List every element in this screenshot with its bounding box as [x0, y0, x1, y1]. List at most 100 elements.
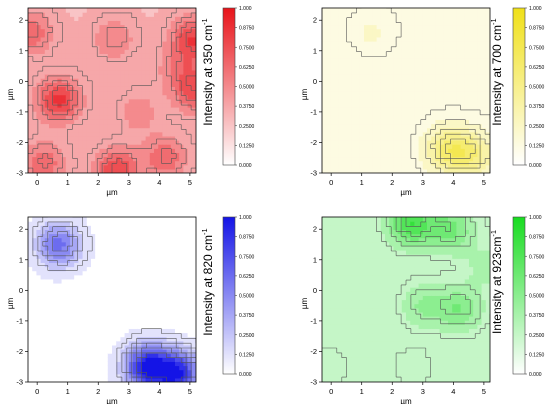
heatmap-cell	[32, 254, 37, 259]
heatmap-cell	[74, 32, 79, 38]
heatmap-cell	[162, 74, 168, 79]
heatmap-cell	[368, 111, 373, 116]
heatmap-cell	[28, 328, 33, 334]
heatmap-cell	[128, 365, 134, 371]
heatmap-cell	[120, 328, 126, 334]
heatmap-cell	[351, 57, 357, 63]
heatmap-cell	[175, 283, 180, 288]
heatmap-cell	[154, 324, 159, 329]
heatmap-cell	[91, 303, 96, 309]
colorbar-tick-label: 0.8750	[239, 235, 255, 241]
heatmap-cell	[397, 123, 403, 129]
heatmap-cell	[49, 102, 54, 108]
heatmap-cell	[406, 107, 411, 112]
heatmap-cell	[187, 353, 193, 358]
heatmap-cell	[162, 303, 168, 309]
heatmap-cell	[406, 168, 411, 173]
heatmap-cell	[435, 32, 441, 38]
heatmap-cell	[376, 164, 382, 170]
heatmap-cell	[149, 78, 155, 83]
heatmap-cell	[28, 377, 33, 382]
heatmap-cell	[187, 245, 193, 251]
heatmap-cell	[149, 86, 155, 92]
heatmap-cell	[32, 148, 37, 153]
heatmap-cell	[74, 78, 79, 83]
heatmap-cell	[61, 24, 67, 30]
heatmap-cell	[145, 90, 151, 96]
heatmap-cell	[162, 307, 168, 313]
heatmap-cell	[410, 168, 415, 173]
heatmap-cell	[481, 119, 487, 125]
heatmap-cell	[120, 144, 126, 149]
heatmap-cell	[107, 299, 113, 305]
heatmap-cell	[170, 82, 176, 87]
heatmap-cell	[448, 20, 453, 26]
heatmap-cell	[112, 144, 117, 149]
heatmap-cell	[107, 36, 113, 42]
heatmap-cell	[40, 365, 46, 371]
heatmap-cell	[57, 119, 63, 125]
heatmap-cell	[149, 369, 155, 375]
heatmap-cell	[431, 41, 436, 46]
heatmap-cell	[364, 24, 369, 30]
heatmap-cell	[170, 303, 176, 309]
heatmap-cell	[414, 115, 420, 120]
heatmap-cell	[57, 245, 63, 251]
contour-level	[445, 138, 476, 159]
heatmap-cell	[61, 287, 67, 292]
heatmap-cell	[154, 131, 159, 137]
heatmap-cell	[65, 373, 71, 379]
heatmap-cell	[422, 65, 428, 71]
heatmap-cell	[170, 140, 176, 145]
heatmap-cell	[179, 148, 184, 153]
heatmap-cell	[65, 123, 71, 129]
heatmap-cell	[49, 65, 54, 71]
heatmap-cell	[91, 86, 96, 92]
heatmap-cell	[187, 119, 193, 125]
heatmap-cell	[431, 94, 436, 100]
heatmap-cell	[99, 69, 105, 75]
heatmap-cell	[82, 291, 88, 296]
heatmap-cell	[187, 65, 193, 71]
heatmap-cell	[145, 274, 151, 280]
heatmap-cell	[53, 69, 58, 75]
heatmap-cell	[179, 78, 184, 83]
heatmap-cell	[187, 12, 193, 17]
heatmap-cell	[128, 148, 134, 153]
heatmap-cell	[162, 107, 168, 112]
heatmap-cell	[158, 86, 163, 92]
heatmap-cell	[170, 111, 176, 116]
heatmap-cell	[473, 69, 478, 75]
heatmap-cell	[57, 270, 63, 276]
heatmap-cell	[355, 148, 361, 153]
heatmap-cell	[485, 82, 490, 87]
heatmap-cell	[99, 36, 105, 42]
heatmap-cell	[116, 283, 121, 288]
heatmap-cell	[322, 131, 327, 137]
heatmap-cell	[28, 270, 33, 276]
heatmap-cell	[439, 36, 445, 42]
heatmap-cell	[133, 270, 138, 276]
y-tick-label: 2	[313, 16, 317, 25]
heatmap-cell	[44, 98, 50, 104]
heatmap-cell	[40, 160, 46, 166]
heatmap-cell	[53, 245, 58, 251]
heatmap-cell	[112, 254, 117, 259]
heatmap-cell	[334, 160, 340, 166]
heatmap-cell	[397, 74, 403, 79]
heatmap-cell	[464, 156, 470, 162]
heatmap-cell	[448, 24, 453, 30]
heatmap-cell	[86, 28, 92, 34]
heatmap-cell	[322, 287, 327, 292]
heatmap-cell	[28, 49, 33, 54]
heatmap-cell	[477, 90, 483, 96]
heatmap-cell	[61, 303, 67, 309]
heatmap-cell	[326, 74, 331, 79]
heatmap-cell	[133, 316, 138, 321]
heatmap-cell	[376, 94, 382, 100]
heatmap-cell	[389, 135, 394, 141]
heatmap-cell	[57, 131, 63, 137]
heatmap-cell	[418, 16, 424, 21]
heatmap-cell	[170, 36, 176, 42]
heatmap-cell	[107, 32, 113, 38]
